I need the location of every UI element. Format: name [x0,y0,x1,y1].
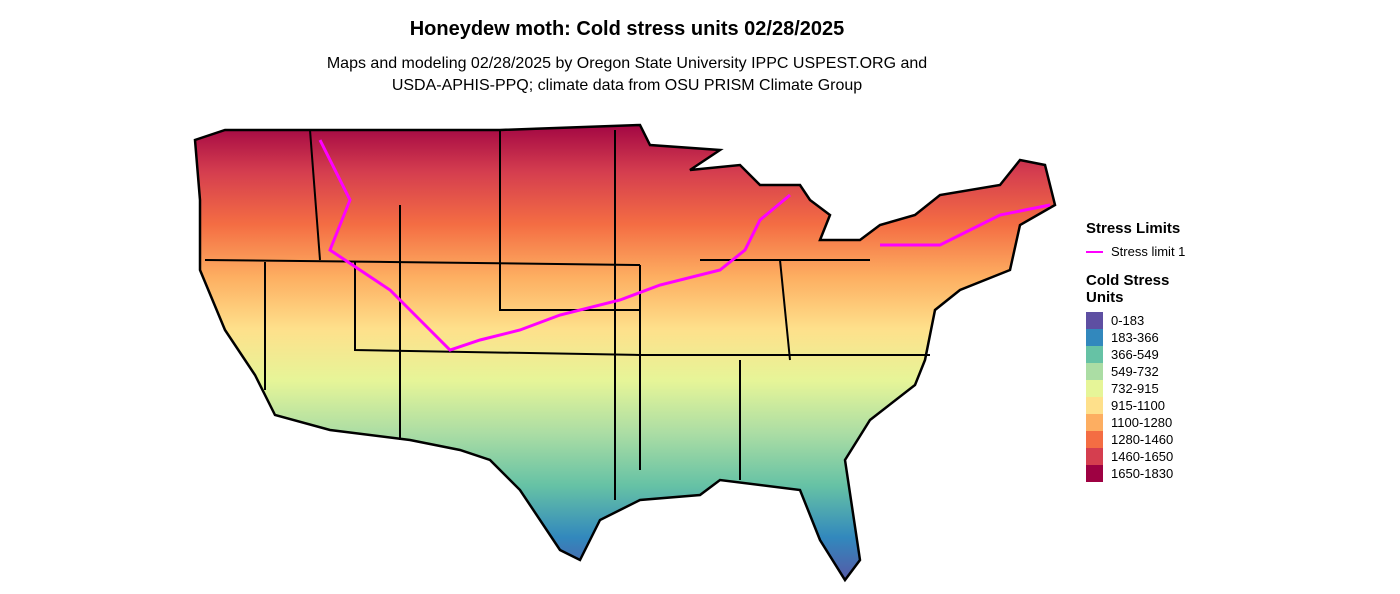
legend-label: 183-366 [1111,330,1159,345]
subtitle: USDA-APHIS-PPQ; climate data from OSU PR… [391,77,863,94]
legend-label: 0-183 [1111,313,1145,328]
legend-entry: 1650-1830 [1086,465,1226,482]
legend-entry: 1100-1280 [1086,414,1226,431]
legend-swatch [1086,312,1103,329]
legend-entry: 915-1100 [1086,397,1226,414]
legend-swatch [1086,380,1103,397]
legend-entry: 1280-1460 [1086,431,1226,448]
legend-entry: 549-732 [1086,363,1226,380]
legend-swatch [1086,431,1103,448]
legend-entry: 732-915 [1086,380,1226,397]
legend-swatch [1086,397,1103,414]
legend-title: Stress Limits [1086,220,1181,237]
legend-title: Cold Stress Units [1086,272,1170,306]
legend-entry: 366-549 [1086,346,1226,363]
legend-swatch [1086,465,1103,482]
legend-label: 1100-1280 [1111,415,1173,430]
legend: Stress Limits Stress limit 1 Cold Stress… [1086,220,1226,482]
country-outline [193,123,1057,583]
legend-entry: 0-183 [1086,312,1226,329]
legend-label: 549-732 [1111,364,1159,379]
legend-entry: 183-366 [1086,329,1226,346]
legend-entry: 1460-1650 [1086,448,1226,465]
legend-swatch [1086,414,1103,431]
legend-label: 915-1100 [1111,398,1165,413]
subtitle: Maps and modeling 02/28/2025 by Oregon S… [326,55,928,72]
legend-swatch [1086,346,1103,363]
stress-limit-line [318,139,1051,352]
legend-label: 1650-1830 [1111,466,1174,481]
legend-label: 732-915 [1111,381,1159,396]
legend-swatch [1086,329,1103,346]
legend-entry: Stress limit 1 [1086,243,1226,260]
legend-label: 1280-1460 [1111,432,1174,447]
legend-swatch [1086,448,1103,465]
state-borders [204,129,930,500]
legend-label: Stress limit 1 [1111,244,1186,259]
legend-label: 366-549 [1111,347,1159,362]
legend-swatch [1086,363,1103,380]
title: Honeydew moth: Cold stress units 02/28/2… [409,18,845,40]
legend-label: 1460-1650 [1111,449,1174,464]
legend-line [1086,250,1103,253]
